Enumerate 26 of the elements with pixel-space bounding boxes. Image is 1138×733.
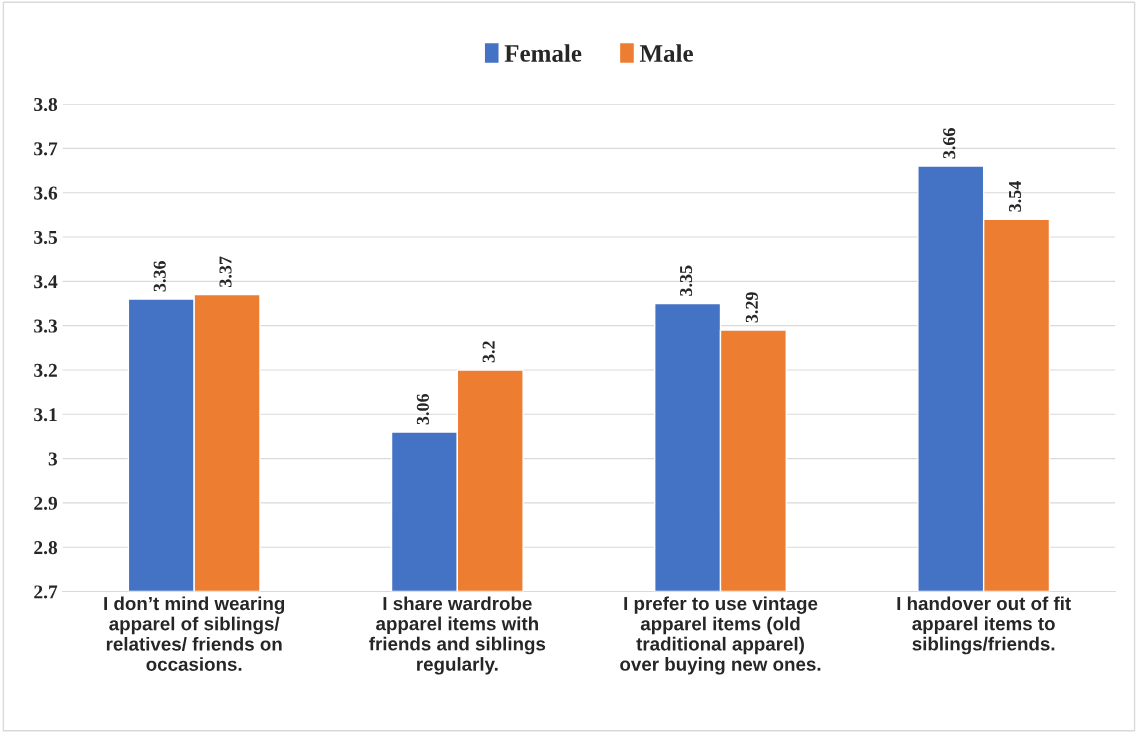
x-tick-label: I don’t mind wearing apparel of siblings/ relatives/ friends on occasions. xyxy=(104,596,285,671)
data-label: 3.36 xyxy=(153,261,166,292)
data-label: 3.66 xyxy=(943,128,956,159)
y-tick-label: 3.4 xyxy=(34,275,58,289)
data-label: 3.54 xyxy=(1008,181,1022,212)
x-tick-label: I prefer to use vintage apparel items (old traditional apparel) over buying new ones. xyxy=(620,596,821,675)
data-label: 3.37 xyxy=(219,256,232,288)
data-label: 3.2 xyxy=(482,341,495,363)
data-label: 3.06 xyxy=(416,393,430,425)
legend-label: Female xyxy=(504,44,582,62)
y-tick-label: 3.7 xyxy=(34,142,58,156)
y-tick-label: 3.1 xyxy=(34,408,57,422)
y-tick-label: 3.6 xyxy=(34,186,58,200)
y-tick-label: 2.8 xyxy=(34,541,58,555)
y-tick-label: 2.9 xyxy=(34,496,58,510)
y-tick-label: 3.2 xyxy=(34,363,57,377)
y-tick-label: 3.3 xyxy=(34,319,58,333)
y-tick-label: 3.5 xyxy=(34,230,58,245)
data-label: 3.35 xyxy=(679,265,693,296)
data-label: 3.29 xyxy=(745,292,758,323)
y-tick-label: 3.8 xyxy=(34,97,58,112)
y-tick-label: 2.7 xyxy=(34,585,58,599)
x-tick-label: I share wardrobe apparel items with friends and siblings regularly. xyxy=(369,596,546,675)
x-tick-label: I handover out of fit apparel items to siblings/friends. xyxy=(897,596,1071,655)
y-tick-label: 3 xyxy=(48,452,58,466)
legend-label: Male xyxy=(639,44,693,62)
